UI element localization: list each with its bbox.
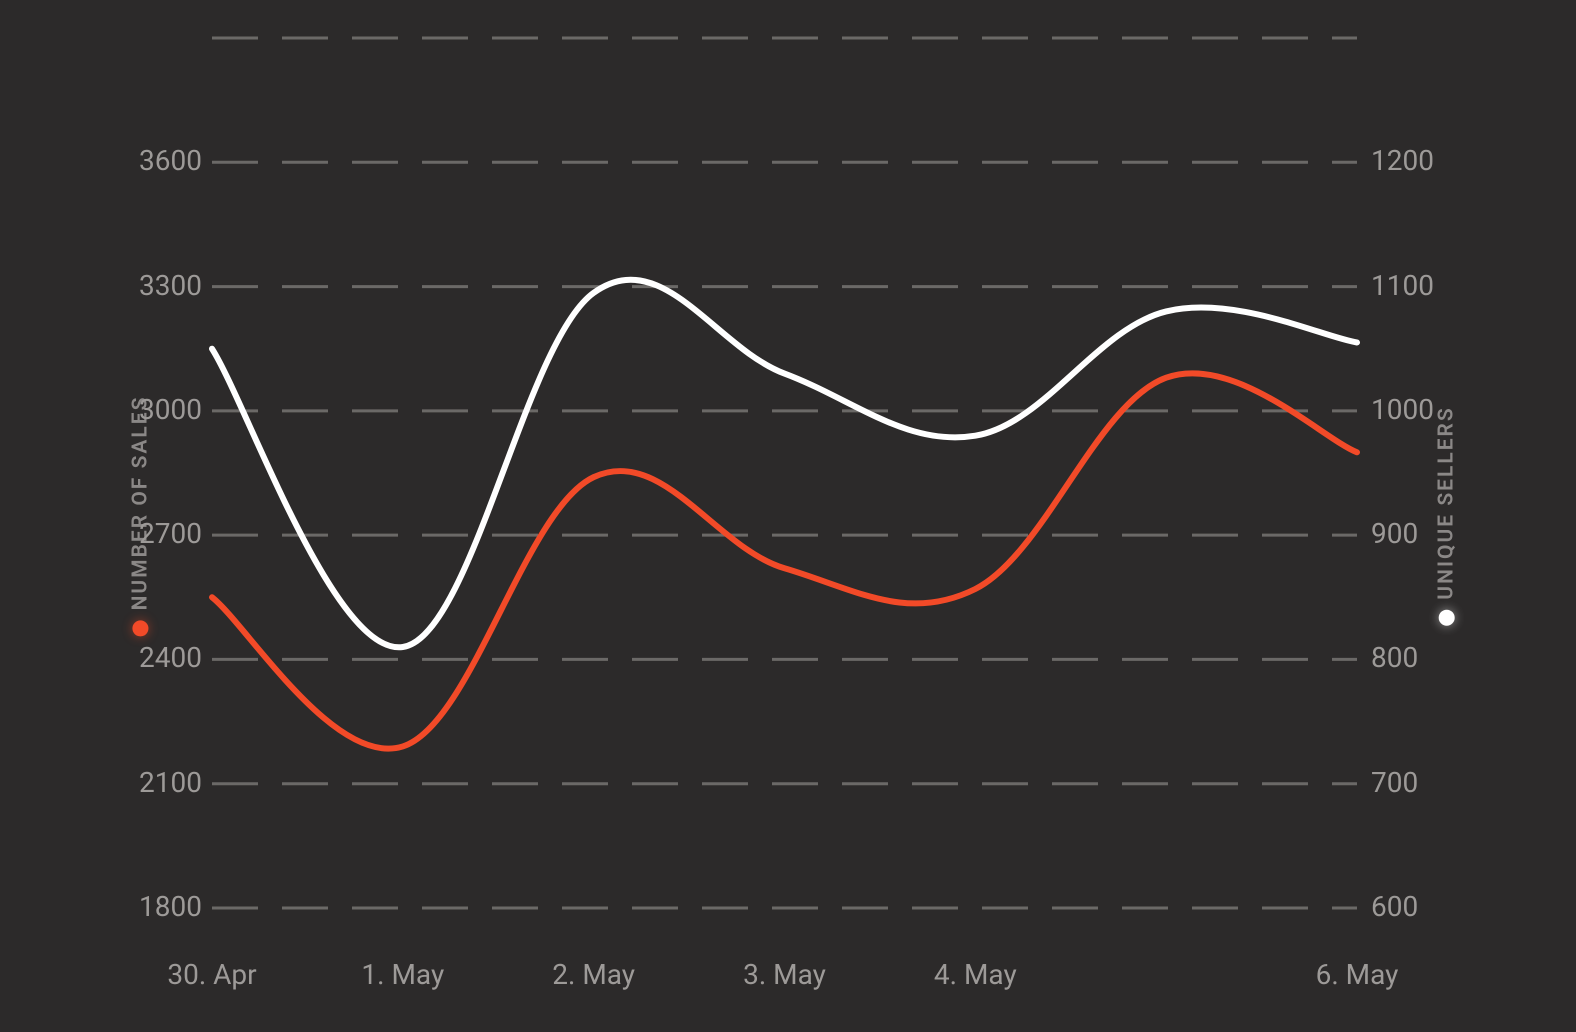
series-line	[212, 280, 1357, 648]
x-tick-label: 4. May	[895, 958, 1055, 991]
series-line	[212, 373, 1357, 748]
y-left-tick-label: 3300	[102, 269, 202, 302]
sales-sellers-chart: NUMBER OF SALES UNIQUE SELLERS 180021002…	[0, 0, 1576, 1032]
x-tick-label: 2. May	[514, 958, 674, 991]
x-tick-label: 1. May	[323, 958, 483, 991]
chart-plot-area	[0, 0, 1576, 1032]
y-right-tick-label: 600	[1371, 890, 1471, 923]
y-left-tick-label: 3000	[102, 393, 202, 426]
y-right-tick-label: 1000	[1371, 393, 1471, 426]
y-left-tick-label: 2400	[102, 641, 202, 674]
y-right-tick-label: 1200	[1371, 144, 1471, 177]
y-left-tick-label: 2100	[102, 766, 202, 799]
y-right-tick-label: 900	[1371, 517, 1471, 550]
y-left-tick-label: 3600	[102, 144, 202, 177]
x-tick-label: 3. May	[705, 958, 865, 991]
y-left-tick-label: 1800	[102, 890, 202, 923]
y-right-tick-label: 1100	[1371, 269, 1471, 302]
y-right-tick-label: 700	[1371, 766, 1471, 799]
y-right-tick-label: 800	[1371, 641, 1471, 674]
y-left-tick-label: 2700	[102, 517, 202, 550]
x-tick-label: 30. Apr	[132, 958, 292, 991]
x-tick-label: 6. May	[1277, 958, 1437, 991]
